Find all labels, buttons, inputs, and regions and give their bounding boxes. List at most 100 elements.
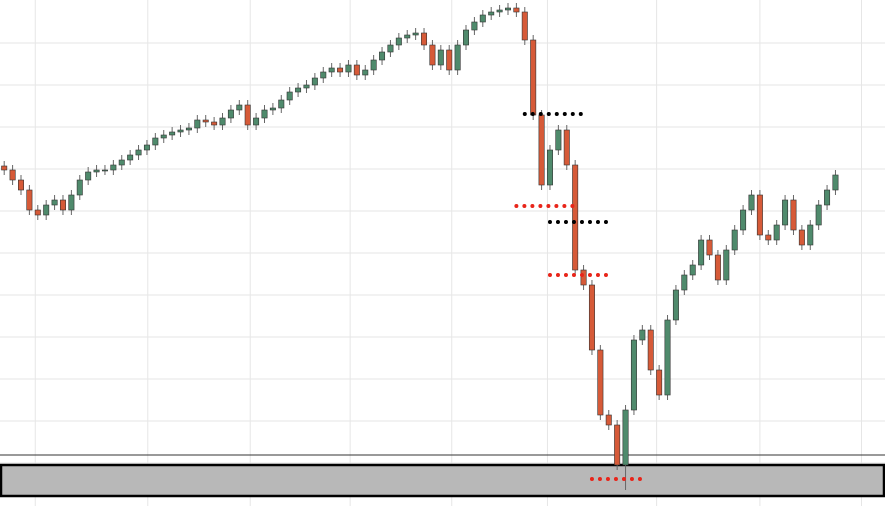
candle-body: [798, 229, 805, 246]
candle-body: [345, 64, 352, 73]
candle-body: [320, 71, 327, 79]
candle-body: [765, 234, 772, 241]
candle-body: [748, 194, 755, 211]
candle-body: [538, 114, 545, 186]
candle-body: [505, 7, 511, 11]
candle-body: [782, 199, 789, 226]
candle-body: [471, 21, 478, 31]
candle-body: [614, 424, 621, 466]
candle-body: [26, 189, 33, 211]
candle-body: [479, 14, 486, 23]
zone: [0, 463, 885, 498]
candle-body: [110, 164, 117, 171]
candle-body: [563, 129, 570, 166]
candle-body: [118, 159, 125, 166]
candle-body: [59, 199, 66, 211]
candle-body: [295, 87, 302, 93]
candle-body: [211, 121, 218, 126]
candle-body: [454, 44, 461, 71]
candle-body: [9, 169, 16, 181]
candle-body: [672, 289, 679, 321]
candle-body: [278, 99, 285, 109]
candle-body: [412, 32, 419, 36]
candle-body: [580, 269, 587, 286]
candle-body: [656, 369, 663, 396]
candle-body: [572, 164, 579, 271]
candle-body: [18, 179, 24, 191]
candle-body: [379, 51, 386, 61]
candle-body: [93, 169, 100, 173]
candle-body: [219, 117, 226, 126]
candle-body: [311, 77, 318, 86]
candle-body: [664, 319, 671, 396]
candle-body: [337, 67, 344, 73]
candle-body: [101, 169, 108, 172]
candle-body: [177, 129, 184, 133]
candle-body: [446, 49, 453, 71]
candle-body: [681, 274, 688, 291]
candle-body: [790, 199, 797, 231]
candle-body: [85, 171, 92, 181]
candle-body: [647, 329, 654, 371]
candle-body: [202, 119, 209, 123]
candle-body: [269, 107, 276, 111]
candle-body: [773, 224, 780, 241]
candle-body: [127, 154, 134, 161]
candle-body: [51, 199, 58, 206]
candle-body: [824, 189, 831, 206]
candle-body: [370, 59, 377, 71]
candle-body: [169, 131, 176, 136]
candle-body: [404, 34, 411, 39]
candle-body: [622, 409, 629, 466]
candle-body: [832, 174, 839, 191]
candle-body: [43, 204, 50, 216]
candle-body: [244, 104, 251, 126]
candle-body: [194, 119, 201, 129]
candle-body: [34, 209, 41, 216]
candle-body: [521, 11, 528, 41]
candle-body: [328, 67, 335, 73]
candle-body: [588, 284, 595, 351]
candle-body: [513, 7, 520, 13]
candle-body: [546, 149, 553, 186]
candle-body: [261, 109, 268, 119]
candle-body: [253, 117, 260, 126]
candle-body: [740, 209, 747, 231]
candle-body: [236, 104, 243, 111]
candle-body: [185, 127, 192, 131]
candle-body: [463, 29, 469, 46]
candle-body: [160, 134, 167, 139]
candle-body: [429, 44, 436, 66]
candle-body: [639, 329, 646, 341]
candle-body: [143, 144, 150, 151]
candle-body: [597, 349, 604, 416]
candle-body: [68, 194, 75, 211]
candle-body: [731, 229, 738, 251]
candle-body: [698, 239, 705, 266]
candle-body: [714, 254, 721, 281]
candle-body: [76, 179, 83, 196]
candle-body: [421, 32, 428, 46]
candle-body: [756, 194, 763, 236]
candle-body: [689, 264, 696, 276]
candle-body: [555, 129, 562, 151]
candle-body: [395, 37, 402, 46]
candle-body: [496, 9, 503, 13]
candle-body: [152, 137, 159, 146]
candle-body: [353, 64, 360, 76]
candle-body: [1, 165, 8, 171]
candle-body: [362, 69, 369, 76]
candle-body: [706, 239, 713, 256]
candle-body: [815, 204, 822, 226]
candle-body: [135, 149, 142, 156]
candle-body: [530, 39, 537, 116]
candle-body: [605, 414, 612, 426]
candle-body: [630, 339, 637, 411]
candle-body: [488, 11, 495, 16]
candle-body: [723, 249, 730, 281]
candle-body: [286, 91, 293, 101]
candle-body: [303, 84, 310, 89]
candle-body: [387, 44, 394, 53]
candle-body: [807, 224, 814, 246]
